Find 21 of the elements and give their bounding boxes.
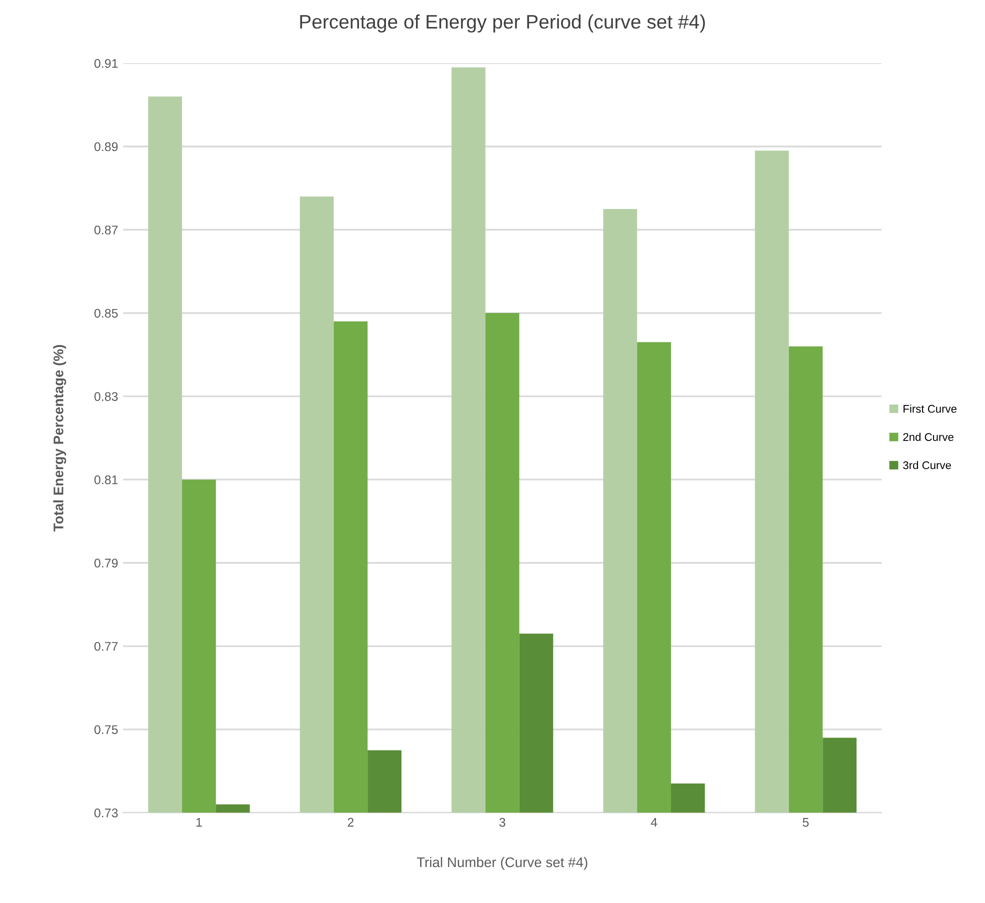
legend-label: 3rd Curve bbox=[903, 461, 951, 470]
x-axis-title: Trial Number (Curve set #4) bbox=[416, 856, 588, 870]
y-tick-label: 0.81 bbox=[94, 475, 118, 484]
y-tick-label: 0.73 bbox=[94, 808, 118, 818]
y-axis-title: Total Energy Percentage (%) bbox=[53, 344, 66, 532]
legend-label: First Curve bbox=[904, 404, 957, 413]
legend-label: 2nd Curve bbox=[903, 432, 954, 441]
y-tick-label: 0.87 bbox=[94, 226, 118, 234]
x-tick-label: 3 bbox=[499, 818, 506, 827]
y-tick-label: 0.79 bbox=[94, 558, 118, 568]
y-tick-label: 0.75 bbox=[94, 725, 118, 734]
chart-title: Percentage of Energy per Period (curve set #4) bbox=[300, 14, 705, 33]
y-tick-label: 0.83 bbox=[94, 392, 118, 401]
y-tick-label: 0.77 bbox=[94, 642, 118, 651]
x-tick-label: 1 bbox=[196, 818, 202, 827]
y-tick-label: 0.85 bbox=[94, 308, 118, 318]
y-tick-label: 0.91 bbox=[94, 59, 118, 68]
x-tick-label: 5 bbox=[802, 818, 809, 827]
x-tick-label: 2 bbox=[348, 818, 354, 827]
x-tick-label: 4 bbox=[650, 818, 658, 827]
y-tick-label: 0.89 bbox=[94, 142, 118, 152]
